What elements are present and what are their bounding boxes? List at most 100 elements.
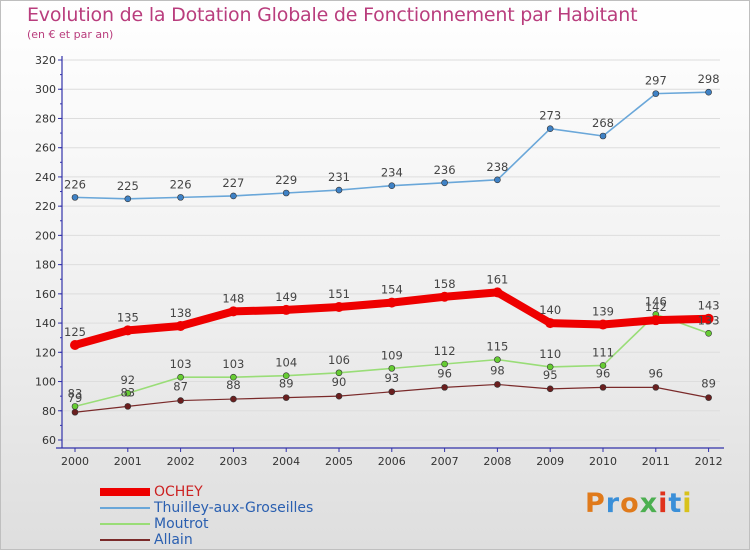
data-point	[71, 408, 79, 416]
data-point	[705, 88, 712, 96]
data-label: 87	[173, 380, 188, 394]
data-label: 226	[170, 177, 192, 191]
data-point	[122, 325, 133, 336]
data-label: 96	[596, 366, 611, 380]
logo-letter: t	[668, 488, 683, 519]
data-label: 229	[275, 173, 297, 187]
data-label: 140	[539, 303, 561, 317]
y-tick-label: 240	[35, 171, 56, 184]
y-tick-label: 100	[35, 376, 56, 389]
data-point	[177, 397, 184, 404]
data-label: 93	[384, 371, 399, 385]
data-label: 133	[698, 313, 720, 327]
y-tick-label: 200	[35, 229, 56, 242]
x-tick-label: 2000	[61, 455, 89, 468]
x-tick-label: 2009	[536, 455, 564, 468]
data-label: 227	[222, 176, 244, 190]
data-label: 115	[486, 340, 508, 354]
data-point	[441, 179, 448, 187]
data-point	[71, 194, 79, 201]
data-label: 231	[328, 170, 350, 184]
data-point	[492, 287, 503, 298]
y-tick-label: 80	[42, 405, 56, 418]
proxiti-logo: Proxiti	[585, 488, 693, 519]
legend-swatch	[100, 488, 150, 496]
x-tick-label: 2012	[695, 455, 723, 468]
data-label: 154	[381, 283, 403, 297]
data-point	[177, 194, 184, 201]
y-tick-label: 300	[35, 83, 56, 96]
data-point	[703, 313, 714, 324]
data-label: 143	[698, 299, 720, 313]
legend-item-moutrot: Moutrot	[100, 516, 313, 532]
legend-item-thuilley-aux-groseilles: Thuilley-aux-Groseilles	[100, 500, 313, 516]
data-point	[441, 360, 448, 368]
data-point	[124, 389, 132, 397]
data-point	[175, 321, 186, 331]
data-point	[494, 176, 501, 184]
data-label: 146	[645, 294, 667, 308]
data-point	[599, 384, 607, 391]
x-tick-label: 2006	[378, 455, 406, 468]
x-tick-label: 2008	[483, 455, 511, 468]
y-tick-label: 320	[35, 54, 56, 67]
data-label: 158	[434, 277, 456, 291]
data-label: 298	[698, 72, 720, 86]
data-point	[599, 132, 607, 140]
data-label: 83	[68, 386, 83, 400]
chart-title: Evolution de la Dotation Globale de Fonc…	[27, 4, 638, 26]
data-point	[124, 403, 132, 410]
y-tick-label: 160	[35, 288, 56, 301]
data-label: 142	[645, 300, 667, 314]
data-point	[545, 318, 556, 329]
data-label: 238	[486, 160, 508, 174]
data-label: 95	[543, 368, 558, 382]
y-tick-label: 140	[35, 317, 56, 330]
logo-letter: r	[605, 488, 621, 519]
x-tick-label: 2010	[589, 455, 617, 468]
data-point	[598, 319, 608, 330]
x-tick-label: 2004	[272, 455, 300, 468]
data-label: 90	[332, 375, 347, 389]
chart-subtitle: (en € et par an)	[27, 28, 114, 41]
data-label: 226	[64, 177, 86, 191]
data-point	[177, 373, 184, 381]
data-point	[599, 362, 607, 369]
x-tick-label: 2007	[431, 455, 459, 468]
data-point	[282, 189, 290, 197]
data-point	[388, 388, 396, 396]
data-point	[705, 330, 712, 337]
data-point	[335, 186, 343, 194]
y-tick-label: 60	[42, 434, 56, 447]
data-label: 89	[279, 377, 294, 391]
data-label: 135	[117, 310, 139, 324]
legend-label: Thuilley-aux-Groseilles	[154, 500, 314, 516]
data-point	[230, 373, 237, 381]
data-point	[282, 394, 290, 401]
data-label: 112	[434, 344, 456, 358]
logo-letter: o	[620, 488, 640, 519]
data-point	[228, 306, 239, 317]
data-label: 98	[490, 363, 505, 377]
data-label: 297	[645, 74, 667, 88]
data-point	[439, 291, 450, 302]
x-tick-label: 2001	[114, 455, 142, 468]
legend-item-allain: Allain	[100, 532, 313, 548]
data-label: 148	[222, 291, 244, 305]
data-label: 92	[120, 373, 135, 387]
y-tick-label: 280	[35, 112, 56, 125]
data-point	[705, 394, 712, 401]
data-point	[494, 356, 501, 363]
data-label: 83	[120, 385, 135, 399]
data-point	[70, 340, 80, 350]
data-label: 111	[592, 345, 614, 359]
y-tick-label: 120	[35, 346, 56, 359]
data-label: 104	[275, 356, 297, 370]
legend-item-ochey: OCHEY	[100, 484, 313, 500]
data-label: 138	[170, 306, 192, 320]
data-label: 96	[648, 366, 663, 380]
data-point	[441, 384, 448, 391]
data-label: 109	[381, 348, 403, 362]
data-label: 273	[539, 109, 561, 123]
